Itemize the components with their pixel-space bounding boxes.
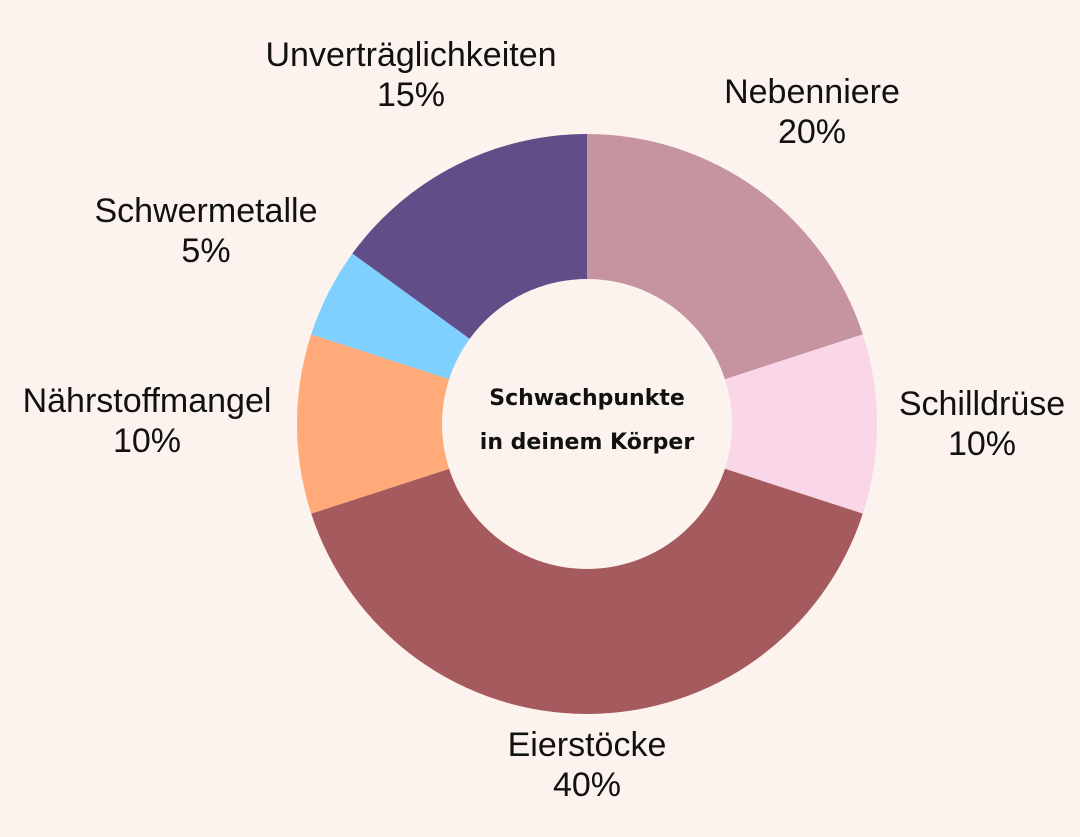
slice-value-label: 10% <box>948 425 1016 463</box>
slice-schilldrüse <box>587 334 878 514</box>
slice-label: Schilldrüse <box>899 385 1065 423</box>
center-title-line-2: in deinem Körper <box>480 430 695 455</box>
donut-hole <box>442 279 732 569</box>
slice-label: Schwermetalle <box>95 192 318 230</box>
slice-label: Nebenniere <box>724 73 900 111</box>
slice-nährstoffmangel <box>296 334 587 514</box>
slice-label: Unverträglichkeiten <box>265 36 556 74</box>
slice-value-label: 15% <box>377 76 445 114</box>
slice-eierstöcke <box>311 424 863 715</box>
center-title-line-1: Schwachpunkte <box>489 386 685 411</box>
slice-value-label: 5% <box>181 232 230 270</box>
slice-value-label: 10% <box>113 422 181 460</box>
slice-label: Eierstöcke <box>508 726 667 764</box>
slice-value-label: 20% <box>778 113 846 151</box>
slice-label: Nährstoffmangel <box>23 382 272 420</box>
slice-labels: Nebenniere20%Schilldrüse10%Eierstöcke40%… <box>23 36 1066 804</box>
slice-value-label: 40% <box>553 766 621 804</box>
